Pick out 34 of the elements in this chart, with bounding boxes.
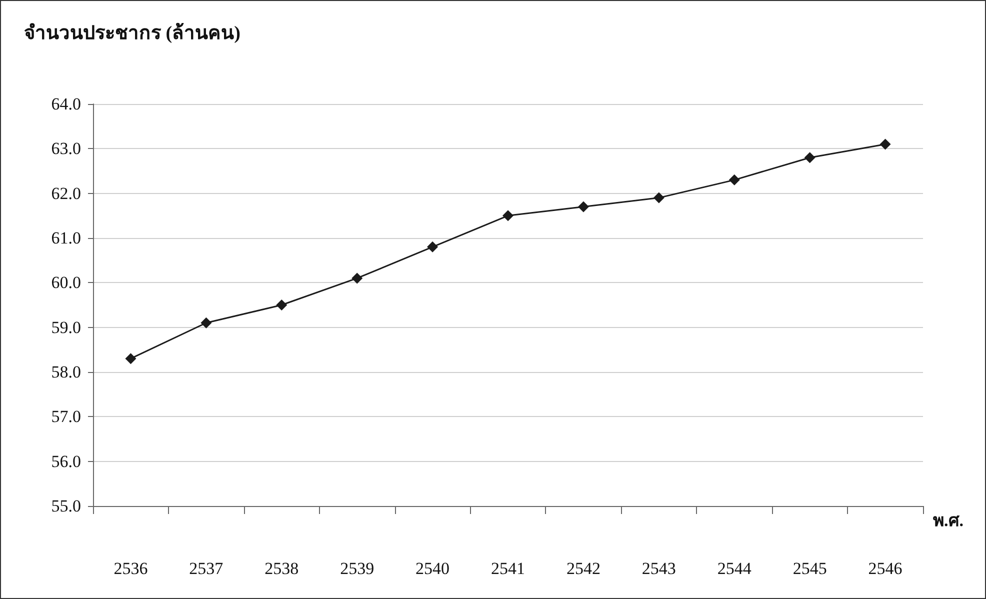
point [804, 152, 816, 164]
y-tick-label: 58.0 [51, 362, 81, 382]
x-axis-title: พ.ศ. [933, 511, 964, 530]
x-tick-label: 2536 [114, 559, 148, 578]
point [880, 138, 891, 150]
point [125, 353, 136, 364]
y-tick-label: 55.0 [51, 496, 81, 516]
point [502, 210, 514, 222]
point [728, 174, 740, 186]
x-tick-label: 2545 [792, 559, 827, 578]
y-tick-label: 56.0 [51, 452, 81, 471]
x-tick-label: 2538 [264, 559, 299, 578]
y-tick-label: 63.0 [51, 139, 81, 158]
point [352, 272, 363, 284]
x-tick-label: 2540 [416, 559, 450, 578]
y-tick-label: 61.0 [51, 228, 81, 248]
x-tick-label: 2541 [491, 559, 525, 578]
point [578, 201, 589, 212]
y-axis-title: จำนวนประชากร (ล้านคน) [24, 22, 240, 44]
x-tick-label: 2539 [340, 559, 374, 578]
x-tick-label: 2537 [189, 559, 224, 578]
y-tick-label: 60.0 [51, 273, 81, 292]
x-tick-label: 2544 [717, 559, 752, 578]
x-tick-label: 2546 [868, 559, 902, 578]
y-tick-label: 59.0 [51, 318, 81, 337]
y-tick-label: 64.0 [51, 94, 81, 114]
point [200, 317, 212, 328]
y-tick-label: 62.0 [51, 184, 81, 203]
x-tick-label: 2542 [566, 559, 600, 578]
point [653, 192, 664, 204]
point [427, 241, 438, 252]
y-tick-label: 57.0 [51, 407, 81, 426]
point [276, 300, 288, 310]
x-tick-label: 2543 [642, 559, 676, 578]
